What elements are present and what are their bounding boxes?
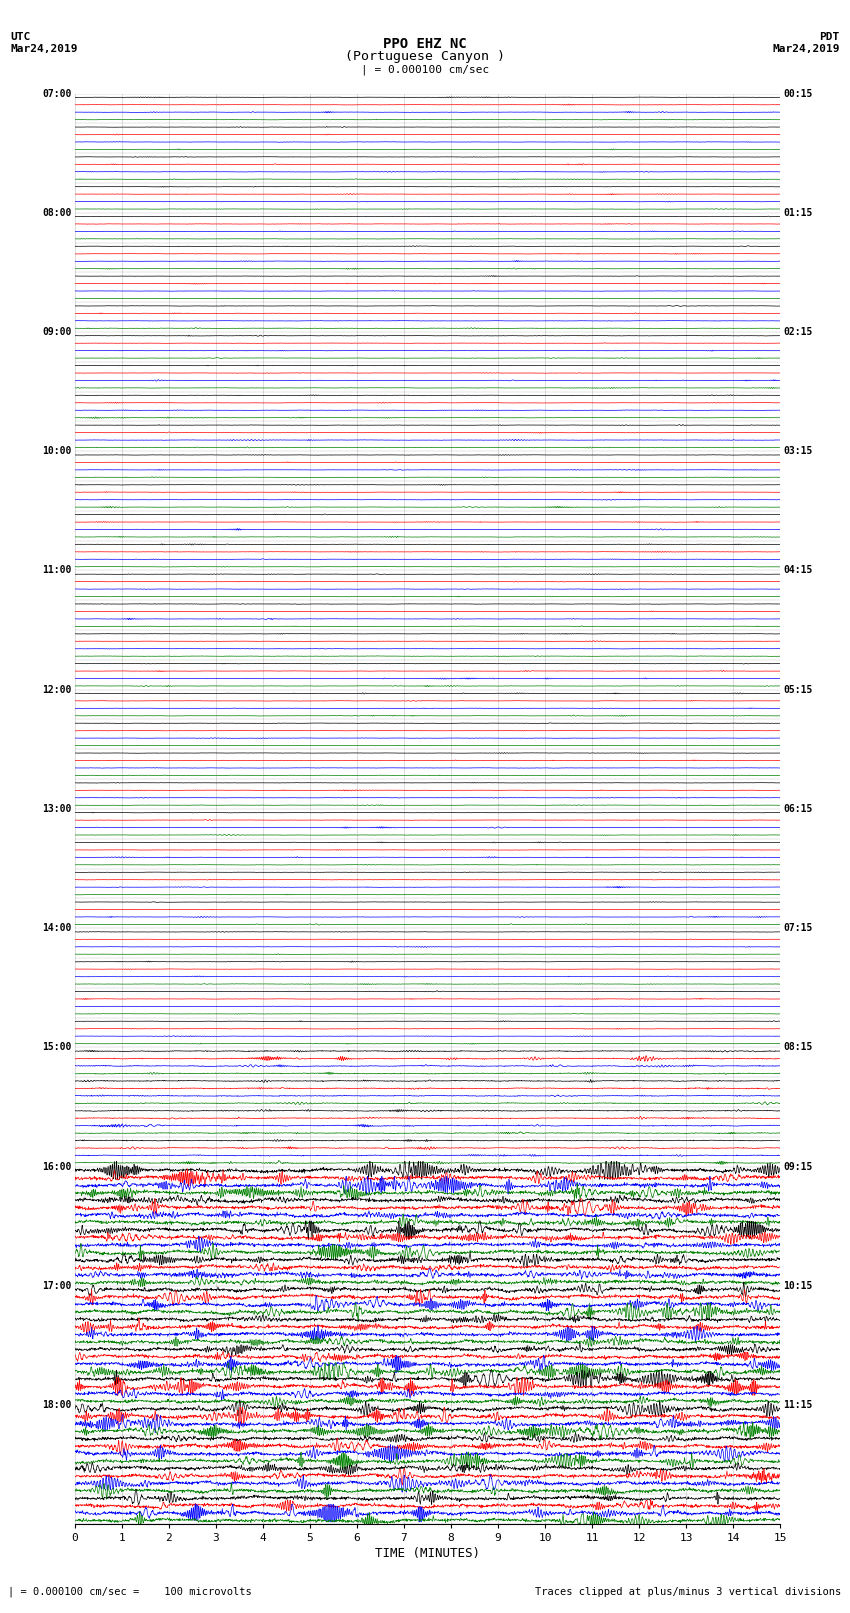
Text: 12:00: 12:00 bbox=[42, 684, 72, 695]
Text: | = 0.000100 cm/sec: | = 0.000100 cm/sec bbox=[361, 65, 489, 76]
Text: (Portuguese Canyon ): (Portuguese Canyon ) bbox=[345, 50, 505, 63]
Text: 08:00: 08:00 bbox=[42, 208, 72, 218]
Text: Traces clipped at plus/minus 3 vertical divisions: Traces clipped at plus/minus 3 vertical … bbox=[536, 1587, 842, 1597]
Text: PDT
Mar24,2019: PDT Mar24,2019 bbox=[773, 32, 840, 53]
Text: 08:15: 08:15 bbox=[783, 1042, 813, 1052]
Text: | = 0.000100 cm/sec =    100 microvolts: | = 0.000100 cm/sec = 100 microvolts bbox=[8, 1586, 252, 1597]
Text: 15:00: 15:00 bbox=[42, 1042, 72, 1052]
Text: 13:00: 13:00 bbox=[42, 803, 72, 815]
Text: 07:00: 07:00 bbox=[42, 89, 72, 98]
Text: 01:15: 01:15 bbox=[783, 208, 813, 218]
Text: 11:15: 11:15 bbox=[783, 1400, 813, 1410]
Text: 00:15: 00:15 bbox=[783, 89, 813, 98]
Text: 16:00: 16:00 bbox=[42, 1161, 72, 1171]
Text: PPO EHZ NC: PPO EHZ NC bbox=[383, 37, 467, 52]
Text: 04:15: 04:15 bbox=[783, 566, 813, 576]
Text: 09:15: 09:15 bbox=[783, 1161, 813, 1171]
Text: 10:15: 10:15 bbox=[783, 1281, 813, 1290]
Text: 05:15: 05:15 bbox=[783, 684, 813, 695]
Text: 11:00: 11:00 bbox=[42, 566, 72, 576]
Text: 06:15: 06:15 bbox=[783, 803, 813, 815]
Text: 09:00: 09:00 bbox=[42, 327, 72, 337]
Text: 03:15: 03:15 bbox=[783, 447, 813, 456]
Text: 07:15: 07:15 bbox=[783, 923, 813, 934]
Text: 14:00: 14:00 bbox=[42, 923, 72, 934]
Text: 17:00: 17:00 bbox=[42, 1281, 72, 1290]
X-axis label: TIME (MINUTES): TIME (MINUTES) bbox=[375, 1547, 480, 1560]
Text: 10:00: 10:00 bbox=[42, 447, 72, 456]
Text: 02:15: 02:15 bbox=[783, 327, 813, 337]
Text: 18:00: 18:00 bbox=[42, 1400, 72, 1410]
Text: UTC
Mar24,2019: UTC Mar24,2019 bbox=[10, 32, 77, 53]
